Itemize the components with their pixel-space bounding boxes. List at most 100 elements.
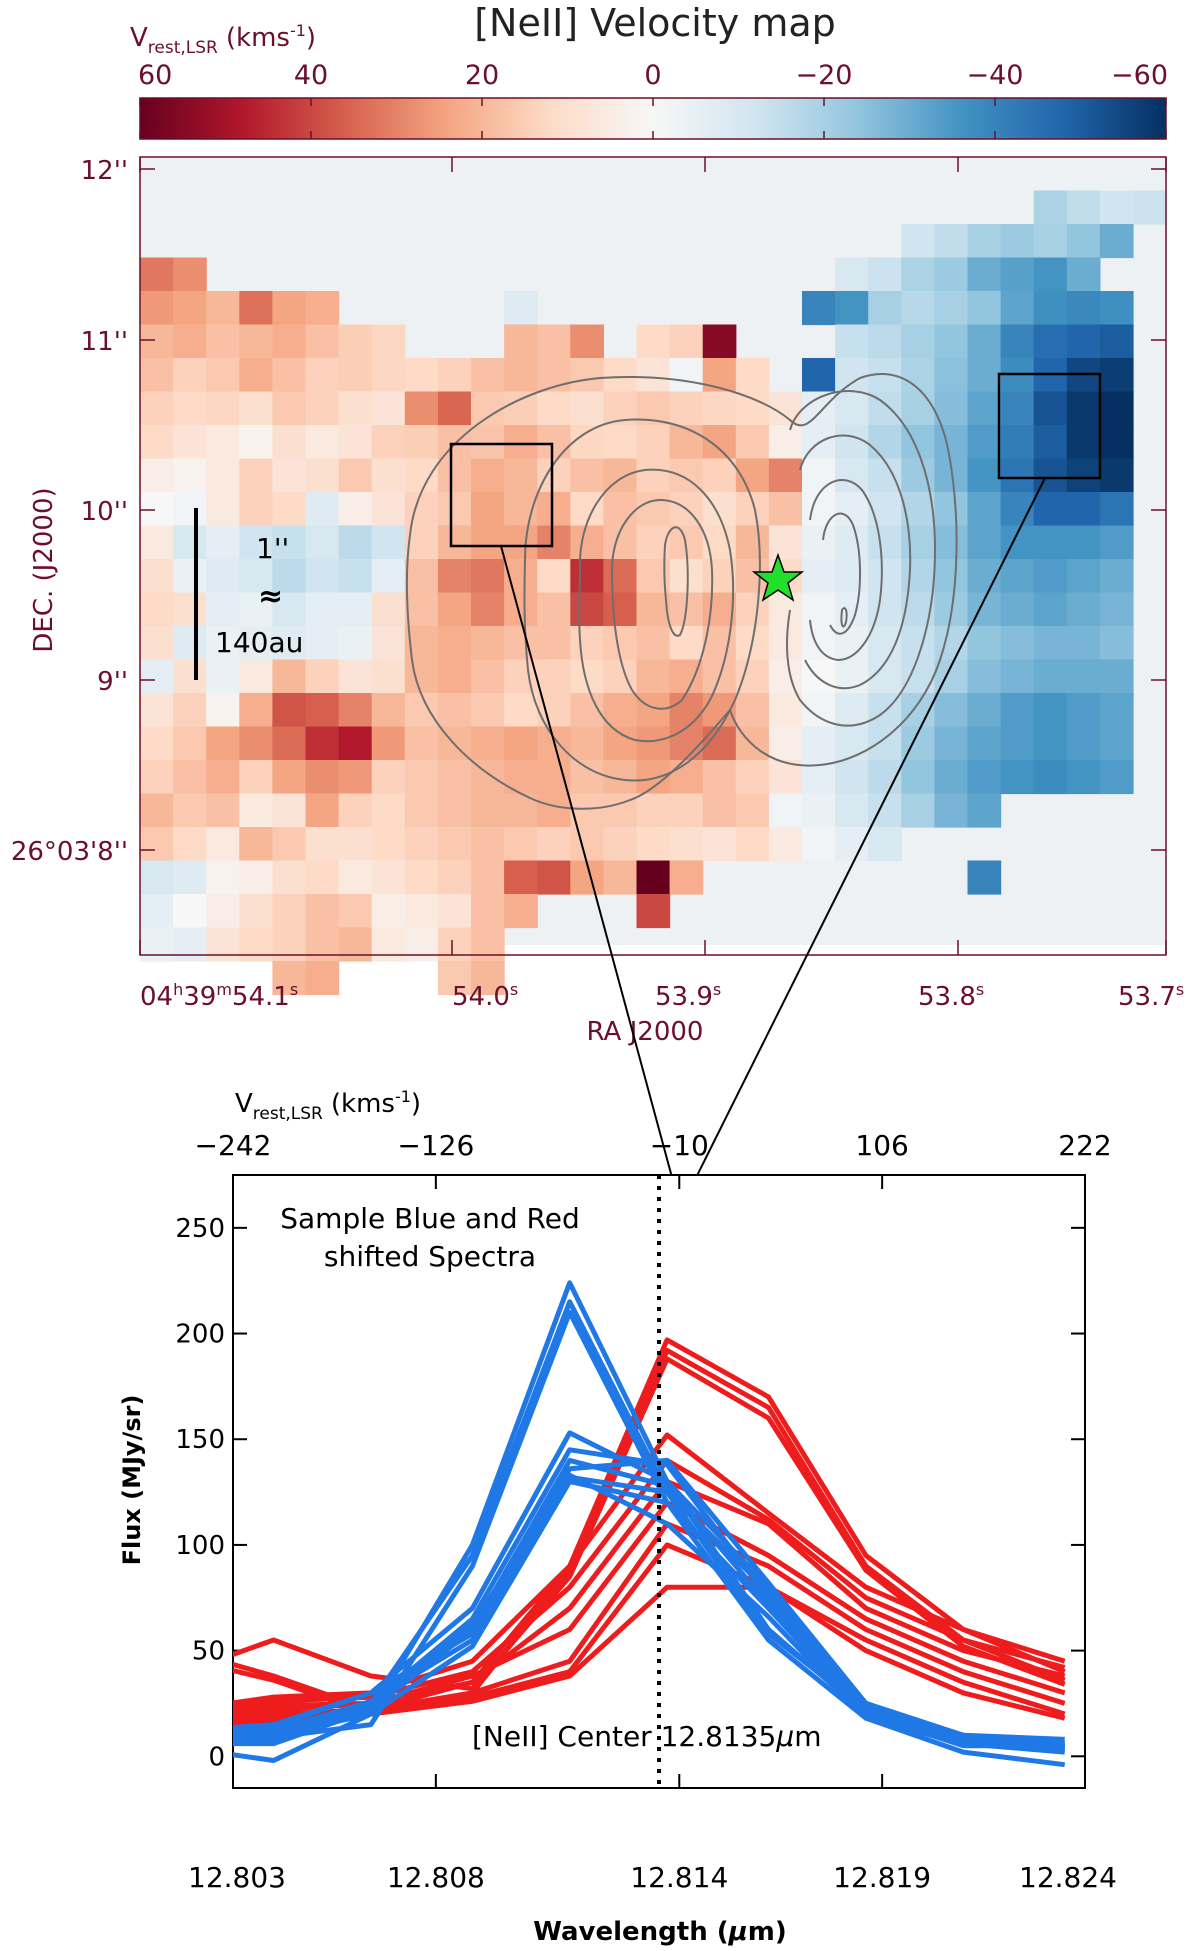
velocity-pixel xyxy=(338,760,373,795)
velocity-pixel xyxy=(371,793,406,828)
velocity-pixel xyxy=(305,592,340,627)
velocity-pixel xyxy=(768,726,803,761)
velocity-pixel xyxy=(702,425,737,460)
velocity-pixel xyxy=(835,492,869,527)
velocity-pixel xyxy=(1000,458,1035,493)
colorbar-tick-label: 0 xyxy=(644,60,661,91)
velocity-pixel xyxy=(272,726,307,761)
velocity-pixel xyxy=(140,626,174,661)
velocity-pixel xyxy=(802,525,836,560)
velocity-pixel xyxy=(1033,693,1068,728)
velocity-pixel xyxy=(504,760,538,795)
velocity-pixel xyxy=(239,894,273,929)
velocity-pixel xyxy=(504,391,538,426)
velocity-pixel xyxy=(338,894,373,929)
velocity-pixel xyxy=(338,827,373,862)
velocity-pixel xyxy=(1066,458,1101,493)
velocity-pixel xyxy=(305,693,340,728)
wavelength-tick-labels: 12.803 12.808 12.814 12.819 12.824 xyxy=(188,1861,1117,1894)
velocity-pixel xyxy=(272,659,307,694)
colorbar-label-sub: rest,LSR xyxy=(148,38,218,58)
velocity-pixel xyxy=(338,726,373,761)
velocity-pixel xyxy=(239,324,273,359)
velocity-pixel xyxy=(636,860,671,895)
velocity-pixel xyxy=(1033,190,1068,225)
velocity-pixel xyxy=(768,827,803,862)
velocity-pixel xyxy=(471,793,505,828)
velocity-pixel xyxy=(1000,391,1035,426)
velocity-pixel xyxy=(239,626,273,661)
flux-tick-labels: 0 50 100 150 200 250 xyxy=(175,1214,225,1772)
flux-tick-label: 100 xyxy=(175,1531,225,1561)
velocity-pixel xyxy=(173,860,207,895)
velocity-pixel xyxy=(1099,726,1134,761)
velocity-pixel xyxy=(1000,726,1035,761)
velocity-pixel xyxy=(1066,760,1101,795)
velocity-pixel xyxy=(835,525,869,560)
velocity-pixel xyxy=(934,559,969,594)
velocity-pixel xyxy=(603,492,638,527)
velocity-pixel xyxy=(1099,659,1134,694)
velocity-pixel xyxy=(239,425,273,460)
velocity-pixel xyxy=(504,458,538,493)
velocity-pixel xyxy=(835,324,869,359)
velocity-pixel xyxy=(967,525,1002,560)
velocity-pixel xyxy=(272,291,307,326)
velocity-pixel xyxy=(802,592,836,627)
velocity-pixel xyxy=(140,726,174,761)
contour-6 xyxy=(786,390,937,727)
velocity-pixel xyxy=(305,324,340,359)
velocity-pixel xyxy=(338,492,373,527)
velocity-pixel xyxy=(437,860,472,895)
velocity-pixel xyxy=(140,492,174,527)
velocity-pixel xyxy=(239,659,273,694)
velocity-pixel xyxy=(1066,291,1101,326)
velocity-pixel xyxy=(570,659,604,694)
velocity-pixel xyxy=(239,793,273,828)
velocity-pixel xyxy=(1000,257,1035,292)
velocity-pixel xyxy=(371,726,406,761)
dec-tick-9: 9'' xyxy=(97,667,128,697)
velocity-pixel xyxy=(967,726,1002,761)
velocity-pixel xyxy=(338,793,373,828)
velocity-pixel xyxy=(471,358,505,393)
velocity-pixel xyxy=(1066,726,1101,761)
velocity-pixel xyxy=(570,425,604,460)
velocity-pixel xyxy=(173,726,207,761)
velocity-pixel xyxy=(768,458,803,493)
velocity-pixel xyxy=(636,726,671,761)
velocity-pixel xyxy=(272,961,307,996)
velocity-pixel xyxy=(404,693,439,728)
velocity-pixel xyxy=(1099,626,1134,661)
velocity-pixel xyxy=(967,760,1002,795)
wavelength-axis-label: Wavelength (μm) xyxy=(533,1917,787,1947)
velocity-pixel xyxy=(1033,257,1068,292)
flux-tick-label: 50 xyxy=(192,1637,225,1667)
velocity-pixel xyxy=(1033,525,1068,560)
velocity-pixel xyxy=(802,492,836,527)
velocity-pixel xyxy=(140,559,174,594)
velocity-pixel xyxy=(504,358,538,393)
velocity-pixel xyxy=(173,592,207,627)
velocity-pixel xyxy=(173,257,207,292)
velocity-pixel xyxy=(471,894,505,929)
velocity-pixel xyxy=(504,894,538,929)
velocity-pixel xyxy=(504,626,538,661)
velocity-pixel xyxy=(802,458,836,493)
blue-sample-box xyxy=(997,372,1102,480)
scale-bar-label-2: ≈ xyxy=(258,579,283,614)
velocity-pixel xyxy=(338,391,373,426)
velocity-pixel xyxy=(371,324,406,359)
velocity-pixel xyxy=(934,324,969,359)
velocity-pixel xyxy=(140,860,174,895)
colorbar-tick-label: −40 xyxy=(967,60,1024,91)
velocity-pixel xyxy=(338,693,373,728)
velocity-pixel xyxy=(1033,224,1068,259)
velocity-pixel xyxy=(272,559,307,594)
velocity-pixel xyxy=(967,860,1002,895)
velocity-pixel xyxy=(1066,324,1101,359)
velocity-pixel xyxy=(471,492,505,527)
top-tick-labels: −242 −126 −10 106 222 xyxy=(195,1129,1112,1162)
contour-8 xyxy=(809,479,883,662)
velocity-pixel xyxy=(371,458,406,493)
